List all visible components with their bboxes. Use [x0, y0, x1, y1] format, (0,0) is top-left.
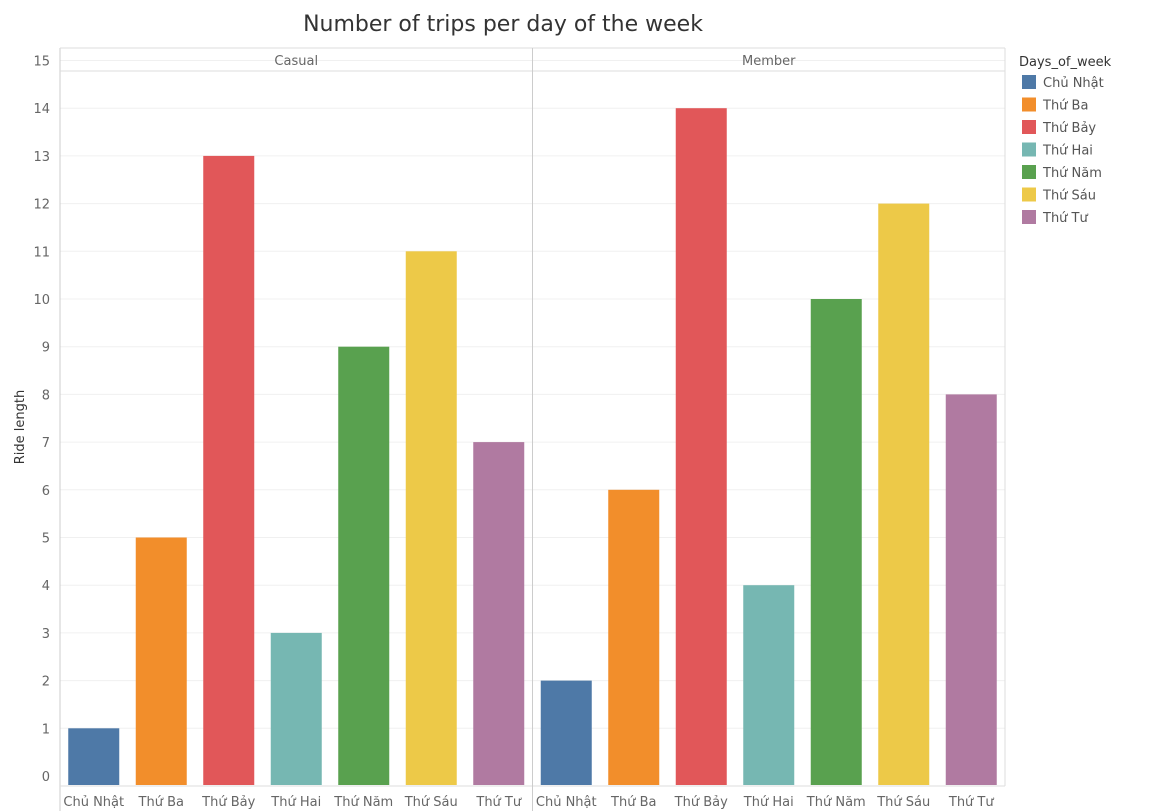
x-tick-label: Thứ Sáu	[876, 795, 930, 810]
x-tick-label: Thứ Ba	[610, 795, 656, 810]
legend-label[interactable]: Thứ Bảy	[1042, 121, 1096, 136]
panel-header: Member	[742, 54, 796, 69]
bar[interactable]	[608, 489, 660, 785]
x-tick-label: Thứ Tư	[475, 795, 521, 810]
bar[interactable]	[675, 108, 727, 785]
x-tick-label: Thứ Hai	[743, 795, 794, 810]
bar[interactable]	[405, 251, 457, 786]
y-tick-label: 12	[33, 198, 50, 213]
x-tick-label: Thứ Bảy	[201, 795, 255, 810]
legend-label[interactable]: Chủ Nhật	[1043, 76, 1104, 91]
y-tick-label: 2	[42, 675, 50, 690]
y-tick-label: 3	[42, 627, 50, 642]
panels: Casual Chủ Nhật Thứ Ba Thứ Bảy Thứ Hai Thứ Nă…	[63, 54, 997, 810]
legend-label[interactable]: Thứ Tư	[1042, 211, 1088, 226]
y-tick-label: 8	[42, 388, 50, 403]
legend-swatch[interactable]	[1022, 187, 1036, 202]
y-tick-label: 15	[33, 55, 50, 70]
chart-title: Number of trips per day of the week	[303, 12, 703, 37]
x-tick-label: Thứ Tư	[948, 795, 994, 810]
y-tick-label: 14	[33, 102, 50, 117]
legend-swatch[interactable]	[1022, 97, 1036, 112]
legend-swatch[interactable]	[1022, 142, 1036, 157]
bar[interactable]	[68, 728, 120, 785]
legend-label[interactable]: Thứ Hai	[1042, 144, 1093, 159]
y-tick-label: 0	[42, 770, 50, 785]
plot-frame	[59, 47, 1006, 811]
legend-swatch[interactable]	[1022, 165, 1036, 179]
bar[interactable]	[203, 155, 255, 785]
x-tick-label: Thứ Hai	[270, 795, 321, 810]
y-tick-label: 7	[42, 436, 50, 451]
bar[interactable]	[540, 680, 592, 785]
legend-label[interactable]: Thứ Ba	[1042, 99, 1088, 114]
x-tick-label: Thứ Bảy	[674, 795, 728, 810]
bar[interactable]	[878, 203, 930, 786]
panel-header: Casual	[274, 54, 318, 69]
y-tick-label: 6	[42, 484, 50, 499]
x-tick-label: Chủ Nhật	[63, 795, 124, 810]
y-tick-label: 13	[33, 150, 50, 165]
legend-label[interactable]: Thứ Sáu	[1042, 189, 1096, 204]
bar[interactable]	[270, 632, 322, 785]
bar[interactable]	[945, 394, 997, 785]
bar[interactable]	[473, 442, 525, 785]
bar[interactable]	[743, 585, 795, 785]
bar[interactable]	[338, 346, 390, 785]
legend: Days_of_week Chủ Nhật Thứ Ba Thứ Bảy Thứ Ha…	[1019, 55, 1112, 226]
y-tick-label: 1	[42, 722, 50, 737]
legend-swatch[interactable]	[1022, 75, 1036, 89]
y-axis-label: Ride length	[13, 390, 28, 464]
panel-casual: Casual Chủ Nhật Thứ Ba Thứ Bảy Thứ Hai Thứ Nă…	[63, 54, 525, 810]
bar[interactable]	[135, 537, 187, 786]
x-tick-label: Chủ Nhật	[536, 795, 597, 810]
x-tick-label: Thứ Ba	[138, 795, 184, 810]
y-tick-label: 10	[33, 293, 50, 308]
bar[interactable]	[810, 299, 862, 785]
x-tick-label: Thứ Năm	[333, 795, 393, 810]
x-tick-label: Thứ Sáu	[404, 795, 458, 810]
legend-title: Days_of_week	[1019, 55, 1112, 70]
y-tick-label: 5	[42, 532, 50, 547]
y-tick-label: 4	[42, 579, 50, 594]
y-tick-label: 11	[33, 245, 50, 260]
y-tick-label: 9	[42, 341, 50, 356]
legend-swatch[interactable]	[1022, 120, 1036, 134]
panel-member: Member Chủ Nhật Thứ Ba Thứ Bảy Thứ Hai Thứ Nă…	[536, 54, 997, 810]
x-tick-label: Thứ Năm	[806, 795, 866, 810]
legend-swatch[interactable]	[1022, 210, 1036, 224]
legend-label[interactable]: Thứ Năm	[1042, 166, 1102, 181]
